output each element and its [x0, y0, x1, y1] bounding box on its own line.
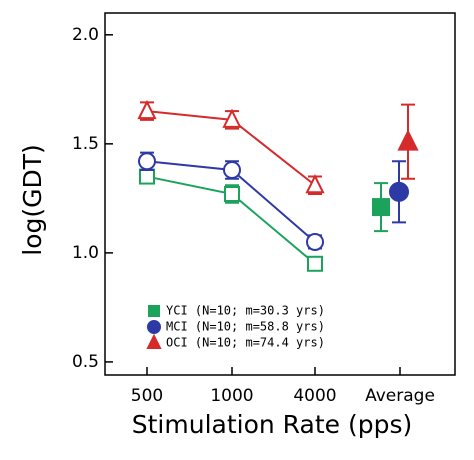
x-tick-label: 500: [131, 386, 163, 406]
legend-marker: [146, 333, 162, 349]
x-axis-label: Stimulation Rate (pps): [132, 410, 412, 439]
data-point: [307, 255, 323, 272]
x-tick-label: 4000: [293, 386, 336, 406]
legend-marker: [148, 305, 160, 317]
legend-label: YCI (N=10; m=30.3 yrs): [166, 304, 325, 318]
y-tick-label: 1.0: [72, 243, 99, 263]
x-tick-label: Average: [365, 386, 435, 406]
average-point: [389, 181, 409, 202]
legend-label: MCI (N=10; m=58.8 yrs): [166, 320, 325, 334]
y-tick-label: 2.0: [72, 25, 99, 45]
legend-marker: [147, 320, 161, 334]
data-point: [139, 168, 155, 185]
data-point: [224, 186, 240, 202]
average-point: [372, 198, 390, 217]
data-point: [137, 99, 157, 120]
data-point: [138, 152, 156, 171]
x-tick-label: 1000: [210, 386, 253, 406]
data-point: [222, 108, 242, 128]
legend-label: OCI (N=10; m=74.4 yrs): [166, 336, 325, 350]
average-point: [397, 129, 419, 151]
plot-frame: [104, 12, 456, 376]
y-tick-label: 0.5: [72, 352, 99, 372]
data-point: [306, 232, 324, 251]
y-axis-label: log(GDT): [18, 144, 47, 256]
data-point: [223, 161, 241, 180]
y-tick-label: 1.5: [72, 134, 99, 154]
data-point: [305, 174, 325, 194]
